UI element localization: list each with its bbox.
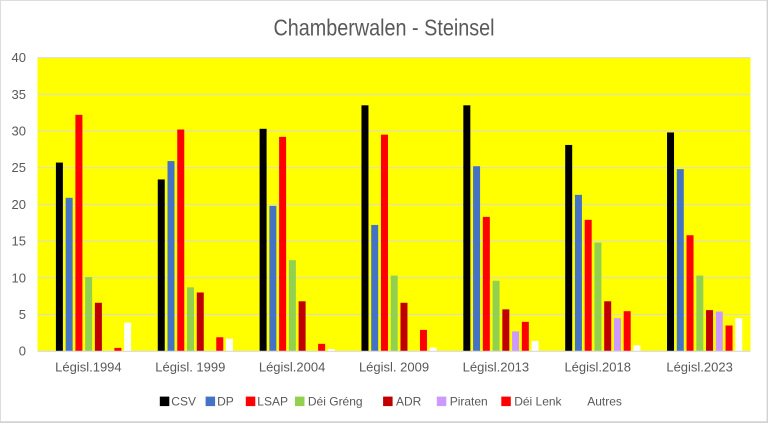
svg-text:Législ.2013: Législ.2013 <box>463 360 530 375</box>
svg-text:15: 15 <box>12 234 26 249</box>
svg-text:LSAP: LSAP <box>257 395 288 409</box>
svg-text:Législ.1994: Législ.1994 <box>55 360 122 375</box>
svg-text:CSV: CSV <box>171 395 196 409</box>
svg-text:25: 25 <box>12 160 26 175</box>
svg-text:Piraten: Piraten <box>450 395 488 409</box>
svg-text:35: 35 <box>12 87 26 102</box>
svg-text:Autres: Autres <box>587 395 622 409</box>
svg-text:DP: DP <box>217 395 234 409</box>
svg-text:Législ. 2009: Législ. 2009 <box>359 360 429 375</box>
svg-text:Législ.2023: Législ.2023 <box>666 360 733 375</box>
svg-text:Législ.2004: Législ.2004 <box>259 360 326 375</box>
svg-text:Législ.2018: Législ.2018 <box>564 360 631 375</box>
svg-text:Législ. 1999: Législ. 1999 <box>155 360 225 375</box>
svg-text:30: 30 <box>12 124 26 139</box>
svg-text:5: 5 <box>19 307 26 322</box>
svg-text:ADR: ADR <box>396 395 422 409</box>
svg-text:Chamberwalen - Steinsel: Chamberwalen - Steinsel <box>274 15 495 41</box>
svg-text:40: 40 <box>12 50 26 65</box>
svg-text:Déi Lenk: Déi Lenk <box>514 395 562 409</box>
svg-text:Déi Gréng: Déi Gréng <box>308 395 363 409</box>
svg-text:20: 20 <box>12 197 26 212</box>
svg-text:0: 0 <box>19 344 26 359</box>
svg-text:10: 10 <box>12 270 26 285</box>
